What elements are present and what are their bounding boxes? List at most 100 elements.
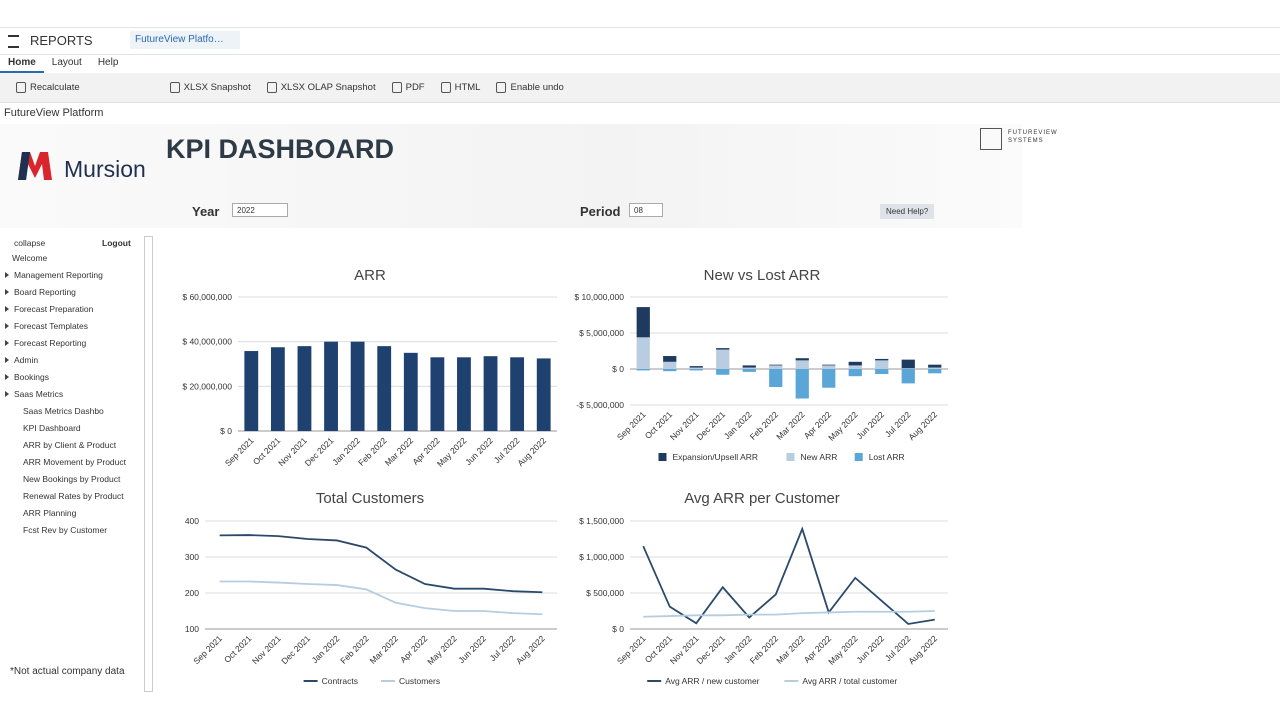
bar [350,341,365,431]
welcome[interactable]: Welcome [12,253,48,263]
partner-logo [980,128,1002,150]
x-tick-label: Dec 2021 [694,633,727,666]
bar-segment [716,348,730,350]
scrollbar[interactable] [144,236,153,692]
year-select[interactable]: 2022 [232,203,288,217]
bar-segment [928,367,942,369]
brand-logo [18,152,52,180]
nav-item[interactable]: Bookings [5,372,49,382]
charts: ARR $ 0 $ 20,000,000 $ 40,000,000 $ 60,000,0… [182,267,948,686]
nav-item[interactable]: Admin [4,355,39,365]
bar-segment [636,307,650,338]
x-tick-label: Dec 2021 [694,409,727,442]
legend-label: New ARR [801,452,838,462]
chart-title: New vs Lost ARR [704,267,821,284]
bar-segment [795,360,809,369]
nav-subitem[interactable]: KPI Dashboard [23,423,81,433]
nav-subitem[interactable]: Saas Metrics Dashbo [23,406,104,416]
line-series [219,534,543,594]
nav-item[interactable]: Saas Metrics [4,389,64,399]
logout[interactable]: Logout [102,238,131,248]
nav-subitem[interactable]: ARR Movement by Product [23,457,126,467]
tab[interactable]: FutureView Platfo… [130,31,240,49]
bar-segment [901,369,915,384]
bar-segment [716,369,730,375]
menu-item[interactable]: Layout [51,57,82,68]
page-title: KPI DASHBOARD [166,134,395,164]
x-tick-label: Mar 2022 [383,435,416,468]
bar-segment [742,369,756,372]
y-tick-label: $ 10,000,000 [574,292,624,302]
toolbar-button[interactable]: Recalculate [16,82,80,93]
bar-segment [769,369,783,387]
period-label: Period [580,204,621,219]
help-button[interactable]: Need Help? [880,204,935,219]
bar-segment [636,369,650,371]
menu: Home Layout Help [0,54,1280,73]
partner-name: FUTUREVIEW SYSTEMS [1008,129,1058,145]
bar [510,357,525,431]
x-tick-label: Sep 2021 [615,409,648,442]
nav-item[interactable]: Management Reporting [5,270,103,280]
y-tick-label: -$ 5,000,000 [576,400,624,410]
nav-subitem[interactable]: Renewal Rates by Product [23,491,124,501]
bar [483,356,498,431]
x-tick-label: Jun 2022 [854,409,886,441]
toolbar-button[interactable]: PDF [392,82,425,93]
bar-segment [636,337,650,369]
chart-title: Total Customers [316,490,424,507]
y-tick-label: $ 500,000 [586,588,624,598]
bar-segment [848,369,862,377]
line-series [219,580,543,616]
bar-segment [689,366,703,368]
hamburger[interactable] [8,35,19,48]
y-tick-label: $ 60,000,000 [182,292,232,302]
bar-segment [875,360,889,369]
nav-subitem[interactable]: ARR by Client & Product [23,440,117,450]
x-tick-label: May 2022 [826,409,860,443]
dashboard-header: Mursion KPI DASHBOARD FUTUREVIEW SYSTEMS … [0,124,1057,228]
x-tick-label: Feb 2022 [338,633,371,666]
x-tick-label: Jan 2022 [310,633,342,665]
x-tick-label: Dec 2021 [279,633,312,666]
bar [536,358,551,431]
bar-segment [795,358,809,361]
section: REPORTS [30,33,93,48]
bar-segment [769,365,783,369]
collapse[interactable]: collapse [14,238,46,248]
nav-item[interactable]: Forecast Preparation [4,304,94,314]
x-tick-label: May 2022 [826,633,860,667]
toolbar-button[interactable]: XLSX OLAP Snapshot [267,82,376,93]
x-tick-label: May 2022 [425,633,459,667]
nav-subitem[interactable]: ARR Planning [23,508,77,518]
menu-item[interactable]: Home [0,54,44,73]
legend-label: Avg ARR / total customer [802,676,897,686]
x-tick-label: Mar 2022 [774,633,807,666]
nav-subitem[interactable]: New Bookings by Product [23,474,121,484]
y-tick-label: $ 1,000,000 [579,552,624,562]
x-tick-label: Mar 2022 [774,409,807,442]
y-tick-label: $ 0 [612,364,624,374]
period-select[interactable]: 08 [629,203,663,217]
y-tick-label: $ 40,000,000 [182,337,232,347]
bar-segment [742,365,756,368]
sidebar: collapse Logout Welcome *Not actual comp… [0,236,155,696]
toolbar-button[interactable]: XLSX Snapshot [170,82,251,93]
bar-segment [742,367,756,369]
toolbar-button[interactable]: HTML [441,82,481,93]
nav-item[interactable]: Forecast Reporting [4,338,87,348]
chart-title: ARR [354,267,386,284]
nav-subitem[interactable]: Fcst Rev by Customer [23,525,108,535]
y-tick-label: $ 0 [220,426,232,436]
bar [297,346,312,431]
toolbar-button[interactable]: Enable undo [496,82,563,93]
nav-item[interactable]: Board Reporting [5,287,76,297]
chart-title: Avg ARR per Customer [684,490,840,507]
bar [430,357,445,431]
nav-item[interactable]: Forecast Templates [4,321,89,331]
brand-name: Mursion [64,156,146,182]
menu-item[interactable]: Help [97,57,119,68]
bar [324,341,338,431]
x-tick-label: Oct 2021 [222,633,254,665]
